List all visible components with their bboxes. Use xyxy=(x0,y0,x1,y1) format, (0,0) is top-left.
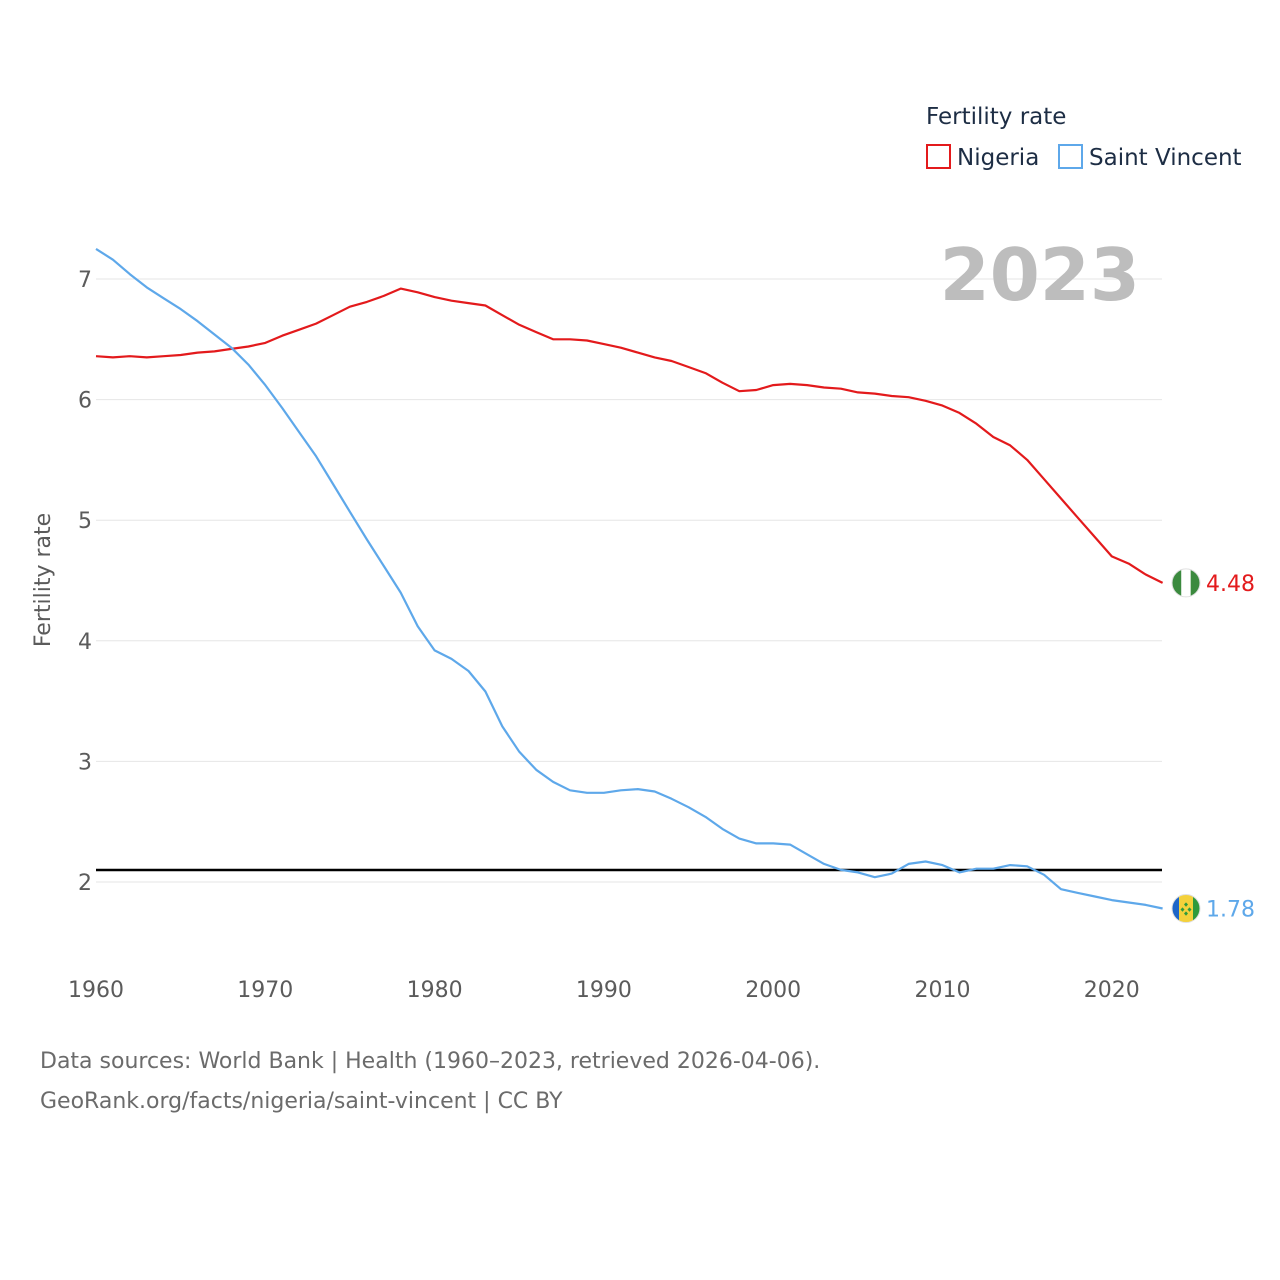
x-tick-label: 2020 xyxy=(1084,978,1140,1003)
y-tick-label: 4 xyxy=(78,630,92,655)
legend-item-saint-vincent[interactable]: Saint Vincent xyxy=(1058,144,1242,171)
y-tick-label: 7 xyxy=(78,268,92,293)
legend-swatch-saint-vincent xyxy=(1058,144,1083,169)
series-line-saint-vincent xyxy=(95,247,1163,910)
x-tick-label: 2010 xyxy=(915,978,971,1003)
year-watermark: 2023 xyxy=(940,233,1140,317)
x-tick-label: 1990 xyxy=(576,978,632,1003)
y-tick-label: 5 xyxy=(78,509,92,534)
y-tick-label: 6 xyxy=(78,389,92,414)
y-axis-title: Fertility rate xyxy=(31,513,56,647)
end-value-label-saint-vincent: 1.78 xyxy=(1206,898,1255,923)
legend-item-nigeria[interactable]: Nigeria xyxy=(926,144,1039,171)
legend-title: Fertility rate xyxy=(926,104,1066,130)
saint-vincent-flag-icon xyxy=(1171,894,1201,924)
legend-label-saint-vincent: Saint Vincent xyxy=(1089,145,1242,171)
legend-swatch-nigeria xyxy=(926,144,951,169)
footer-sources: Data sources: World Bank | Health (1960–… xyxy=(40,1049,821,1074)
x-tick-label: 1980 xyxy=(407,978,463,1003)
y-ticks: 2 3 4 5 6 7 xyxy=(78,268,92,896)
y-tick-label: 3 xyxy=(78,750,92,775)
x-tick-label: 2000 xyxy=(745,978,801,1003)
x-tick-label: 1970 xyxy=(237,978,293,1003)
line-chart: 2 3 4 5 6 7 1960 1970 1980 1990 2000 2010 2020 Fert… xyxy=(31,104,1255,1003)
nigeria-flag-icon xyxy=(1171,568,1201,598)
endpoint-layer: 4.48 1.78 xyxy=(1171,568,1255,924)
footer-link[interactable]: GeoRank.org/facts/nigeria/saint-vincent … xyxy=(40,1089,563,1114)
end-value-label-nigeria: 4.48 xyxy=(1206,572,1255,597)
footer: Data sources: World Bank | Health (1960–… xyxy=(40,1042,820,1122)
x-tick-label: 1960 xyxy=(68,978,124,1003)
series-line-nigeria xyxy=(95,287,1164,584)
legend[interactable]: Fertility rate Nigeria Saint Vincent xyxy=(926,104,1242,171)
grid-layer xyxy=(96,278,1162,883)
y-tick-label: 2 xyxy=(78,871,92,896)
legend-label-nigeria: Nigeria xyxy=(957,145,1039,171)
x-ticks: 1960 1970 1980 1990 2000 2010 2020 xyxy=(68,978,1140,1003)
series-layer xyxy=(95,247,1164,910)
